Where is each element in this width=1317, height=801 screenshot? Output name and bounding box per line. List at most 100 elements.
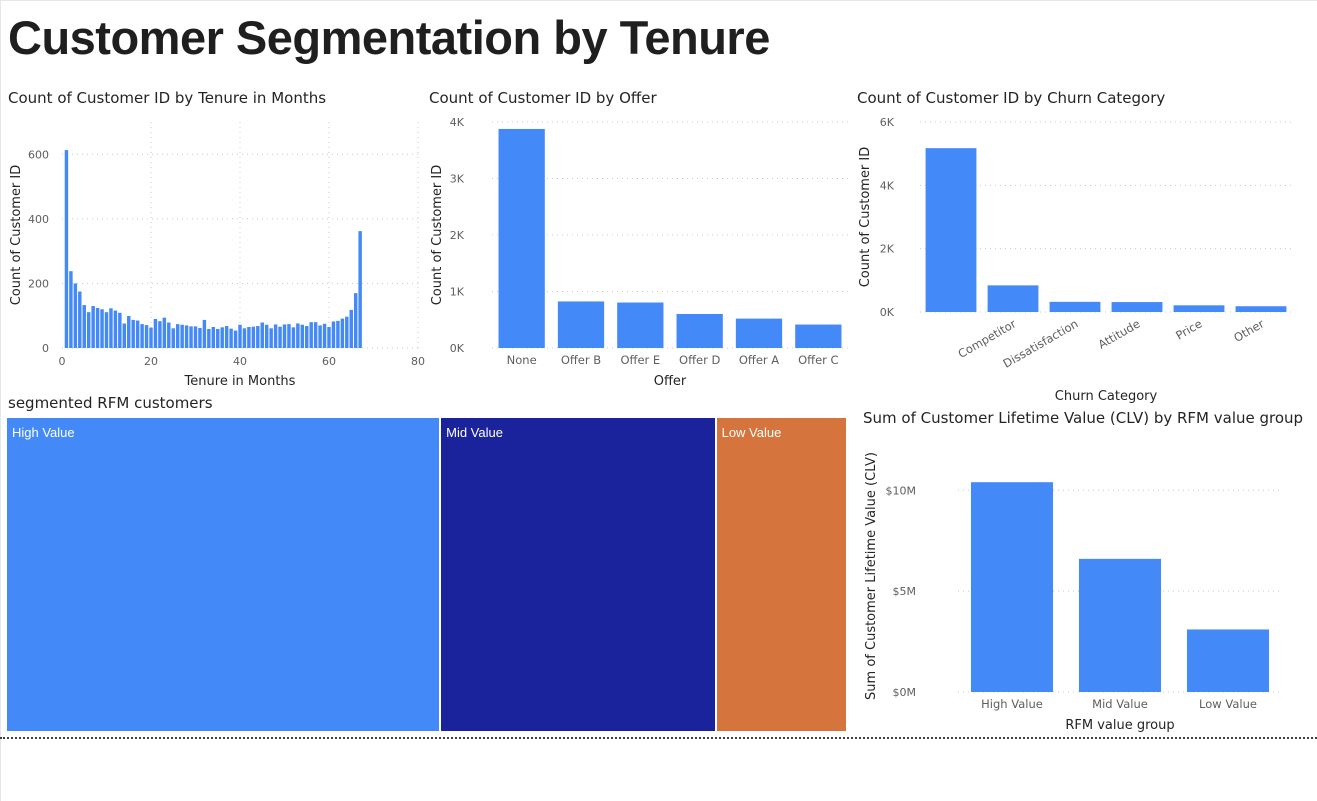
bar-tenure-36 — [220, 327, 224, 348]
y-tick-label: $10M — [886, 484, 917, 497]
bar-offer-a — [735, 318, 783, 348]
bar-tenure-29 — [189, 326, 193, 348]
offer-chart-title: Count of Customer ID by Offer — [429, 89, 657, 107]
treemap-tile-low-value[interactable]: Low Value — [716, 418, 846, 731]
x-tick-label: Offer B — [561, 353, 601, 367]
canvas-top-border — [0, 0, 1317, 1]
bar-tenure-13 — [118, 312, 122, 348]
treemap-tile-high-value[interactable]: High Value — [7, 418, 442, 731]
x-tick-label: Offer A — [739, 353, 779, 367]
y-tick-label: 2K — [880, 243, 895, 256]
y-tick-label: 6K — [880, 116, 895, 129]
treemap-tile-mid-value[interactable]: Mid Value — [441, 418, 717, 731]
x-tick-label: 0 — [59, 355, 66, 368]
bar-tenure-20 — [149, 327, 153, 348]
y-tick-label: 0K — [450, 342, 465, 355]
bar-tenure-44 — [256, 326, 260, 348]
y-axis-title: Count of Customer ID — [858, 147, 873, 288]
bar-tenure-9 — [100, 309, 104, 348]
bar-tenure-61 — [331, 321, 336, 348]
bar-tenure-58 — [318, 325, 322, 348]
bar-tenure-48 — [273, 324, 278, 348]
rfm-treemap[interactable]: High Value Mid Value Low Value — [7, 418, 846, 731]
bar-tenure-42 — [247, 327, 251, 348]
bar-tenure-3 — [73, 283, 78, 348]
bar-tenure-27 — [180, 324, 184, 348]
bar-tenure-39 — [233, 330, 238, 348]
x-tick-label: Mid Value — [1092, 697, 1148, 711]
x-tick-label: Attitude — [1096, 316, 1143, 351]
bar-tenure-51 — [287, 324, 291, 348]
bar-tenure-1 — [64, 150, 69, 348]
bar-tenure-18 — [140, 324, 144, 348]
y-tick-label: 0K — [880, 306, 895, 319]
offer-bar-chart[interactable]: 0K 1K 2K 3K 4K None Offer B Offer E Offer D Offer… — [422, 112, 850, 392]
bar-tenure-5 — [82, 305, 86, 348]
x-tick-label: High Value — [981, 697, 1043, 711]
bar-tenure-57 — [313, 322, 318, 348]
bar-none — [498, 128, 545, 348]
bar-tenure-50 — [282, 324, 287, 348]
bar-tenure-31 — [198, 327, 202, 348]
bar-tenure-63 — [340, 318, 345, 348]
bar-tenure-40 — [238, 324, 242, 348]
y-tick-label: 2K — [450, 229, 465, 242]
clv-chart-title: Sum of Customer Lifetime Value (CLV) by … — [863, 409, 1304, 427]
x-tick-label: 40 — [233, 355, 247, 368]
bar-tenure-24 — [167, 322, 171, 348]
bar-offer-e — [617, 302, 664, 348]
bar-offer-b — [557, 301, 605, 348]
bar-tenure-26 — [175, 324, 180, 348]
treemap-tile-label: Low Value — [721, 425, 782, 440]
y-tick-label: 400 — [28, 213, 49, 226]
treemap-tile-label: High Value — [12, 425, 75, 440]
bar-other — [1235, 306, 1287, 312]
page-title: Customer Segmentation by Tenure — [8, 11, 770, 64]
canvas-left-border — [0, 0, 1, 801]
y-axis-title: Count of Customer ID — [430, 165, 445, 306]
bar-tenure-38 — [229, 328, 233, 348]
x-tick-label: Offer C — [798, 353, 838, 367]
bar-blank — [925, 148, 977, 312]
bar-tenure-7 — [91, 306, 95, 348]
bar-tenure-46 — [264, 324, 269, 348]
y-tick-label: $5M — [893, 585, 917, 598]
bar-tenure-16 — [131, 319, 135, 348]
bar-tenure-67 — [358, 231, 362, 348]
x-tick-label: 80 — [411, 355, 425, 368]
bar-dissatisfaction — [1049, 301, 1101, 312]
x-tick-label: 60 — [322, 355, 336, 368]
x-tick-label: Price — [1173, 316, 1204, 342]
bar-tenure-32 — [202, 319, 207, 348]
bar-tenure-21 — [153, 318, 158, 348]
bar-tenure-53 — [296, 323, 300, 348]
bar-tenure-59 — [322, 323, 327, 348]
bar-tenure-25 — [171, 328, 175, 348]
y-tick-label: 200 — [28, 277, 49, 290]
bar-mid-value — [1078, 558, 1162, 692]
bar-tenure-34 — [211, 327, 216, 348]
y-tick-label: 0 — [42, 342, 49, 355]
bar-tenure-14 — [122, 323, 127, 348]
treemap-tile-label: Mid Value — [446, 425, 503, 440]
bar-tenure-12 — [113, 310, 118, 348]
clv-bar-chart[interactable]: $0M $5M $10M High Value Mid Value Low Value RF… — [850, 440, 1317, 735]
bar-tenure-64 — [345, 316, 349, 348]
tenure-bar-chart[interactable]: 0 200 400 600 0 20 40 60 80 Tenure in Months Count… — [0, 112, 425, 392]
bar-tenure-45 — [260, 322, 264, 348]
bar-tenure-2 — [69, 271, 73, 348]
bar-tenure-33 — [207, 328, 211, 348]
bar-tenure-41 — [242, 328, 247, 348]
y-tick-label: 4K — [450, 116, 465, 129]
y-tick-label: $0M — [893, 686, 917, 699]
x-tick-label: 20 — [144, 355, 158, 368]
y-tick-label: 600 — [28, 148, 49, 161]
bar-tenure-66 — [353, 293, 358, 348]
bar-offer-c — [795, 324, 842, 348]
y-tick-label: 1K — [450, 286, 465, 299]
bar-price — [1173, 305, 1225, 312]
page-divider — [0, 737, 1317, 739]
x-axis-title: RFM value group — [1065, 718, 1174, 733]
bar-tenure-60 — [327, 327, 331, 348]
